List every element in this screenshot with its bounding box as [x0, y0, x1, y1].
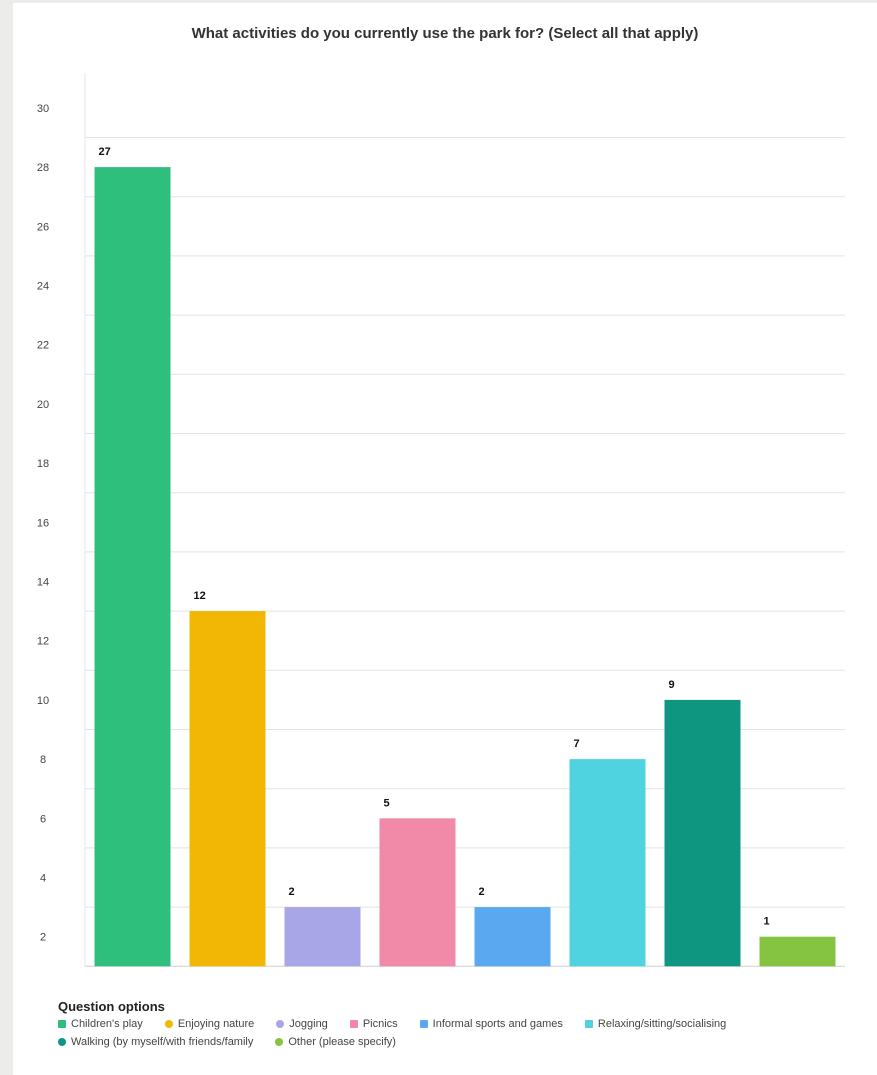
legend-title: Question options: [58, 999, 165, 1014]
legend-swatch: [164, 1020, 173, 1028]
bar-7: [664, 699, 741, 967]
legend-item: Picnics: [349, 1018, 398, 1030]
bar-1: [94, 167, 171, 967]
y-tick-label: 20: [37, 399, 49, 411]
legend-swatch: [349, 1020, 358, 1028]
chart-panel: What activities do you currently use the…: [13, 3, 877, 1075]
bar-3: [284, 907, 361, 967]
y-tick-label: 6: [40, 813, 46, 825]
legend-item: Jogging: [276, 1018, 328, 1030]
legend-item: Children's play: [58, 1018, 143, 1030]
legend-swatch: [419, 1020, 428, 1028]
data-label: 9: [669, 679, 675, 691]
data-label: 27: [99, 146, 111, 158]
y-tick-label: 16: [37, 517, 49, 529]
legend-items: Children's play Enjoying nature Jogging Pic…: [58, 1018, 738, 1048]
y-tick-label: 22: [37, 340, 49, 352]
y-tick-label: 4: [40, 873, 46, 885]
legend-item: Enjoying nature: [164, 1018, 255, 1030]
bar-4: [379, 818, 456, 967]
y-tick-label: 18: [37, 458, 49, 470]
y-tick-label: 2: [40, 932, 46, 944]
y-tick-label: 26: [37, 221, 49, 233]
legend-item: Walking (by myself/with friends/family: [58, 1036, 253, 1048]
legend-label: Jogging: [289, 1018, 328, 1030]
data-label: 1: [764, 916, 770, 928]
legend-item: Other (please specify): [275, 1036, 396, 1048]
data-label: 2: [289, 886, 295, 898]
data-label: 2: [479, 886, 485, 898]
legend-swatch: [275, 1038, 284, 1046]
legend-swatch: [584, 1020, 593, 1028]
legend-label: Enjoying nature: [177, 1018, 255, 1030]
legend-swatch: [58, 1020, 66, 1028]
legend-swatch: [58, 1038, 66, 1046]
y-tick-label: 30: [37, 103, 49, 115]
data-label: 12: [194, 590, 206, 602]
y-tick-label: 10: [37, 695, 49, 707]
bar-5: [474, 907, 551, 967]
y-tick-label: 28: [37, 162, 49, 174]
legend-swatch: [276, 1020, 285, 1028]
legend: Question options Children's play Enjoying…: [58, 999, 858, 1048]
legend-label: Other (please specify): [288, 1036, 396, 1048]
legend-label: Picnics: [362, 1018, 398, 1030]
y-tick-label: 8: [40, 754, 46, 766]
y-tick-label: 12: [37, 636, 49, 648]
bar-2: [189, 611, 266, 967]
y-tick-label: 14: [37, 577, 49, 589]
legend-label: Walking (by myself/with friends/family: [71, 1036, 254, 1048]
data-label: 7: [574, 738, 580, 750]
bar-6: [569, 759, 646, 967]
y-tick-label: 24: [37, 281, 49, 293]
bar-8: [759, 936, 836, 967]
chart-title: What activities do you currently use the…: [191, 25, 699, 42]
legend-item: Informal sports and games: [419, 1018, 563, 1030]
legend-label: Informal sports and games: [432, 1018, 563, 1030]
data-label: 5: [384, 797, 390, 809]
legend-label: Relaxing/sitting/socialising: [597, 1018, 727, 1030]
legend-item: Relaxing/sitting/socialising: [584, 1018, 727, 1030]
legend-label: Children's play: [71, 1018, 143, 1030]
